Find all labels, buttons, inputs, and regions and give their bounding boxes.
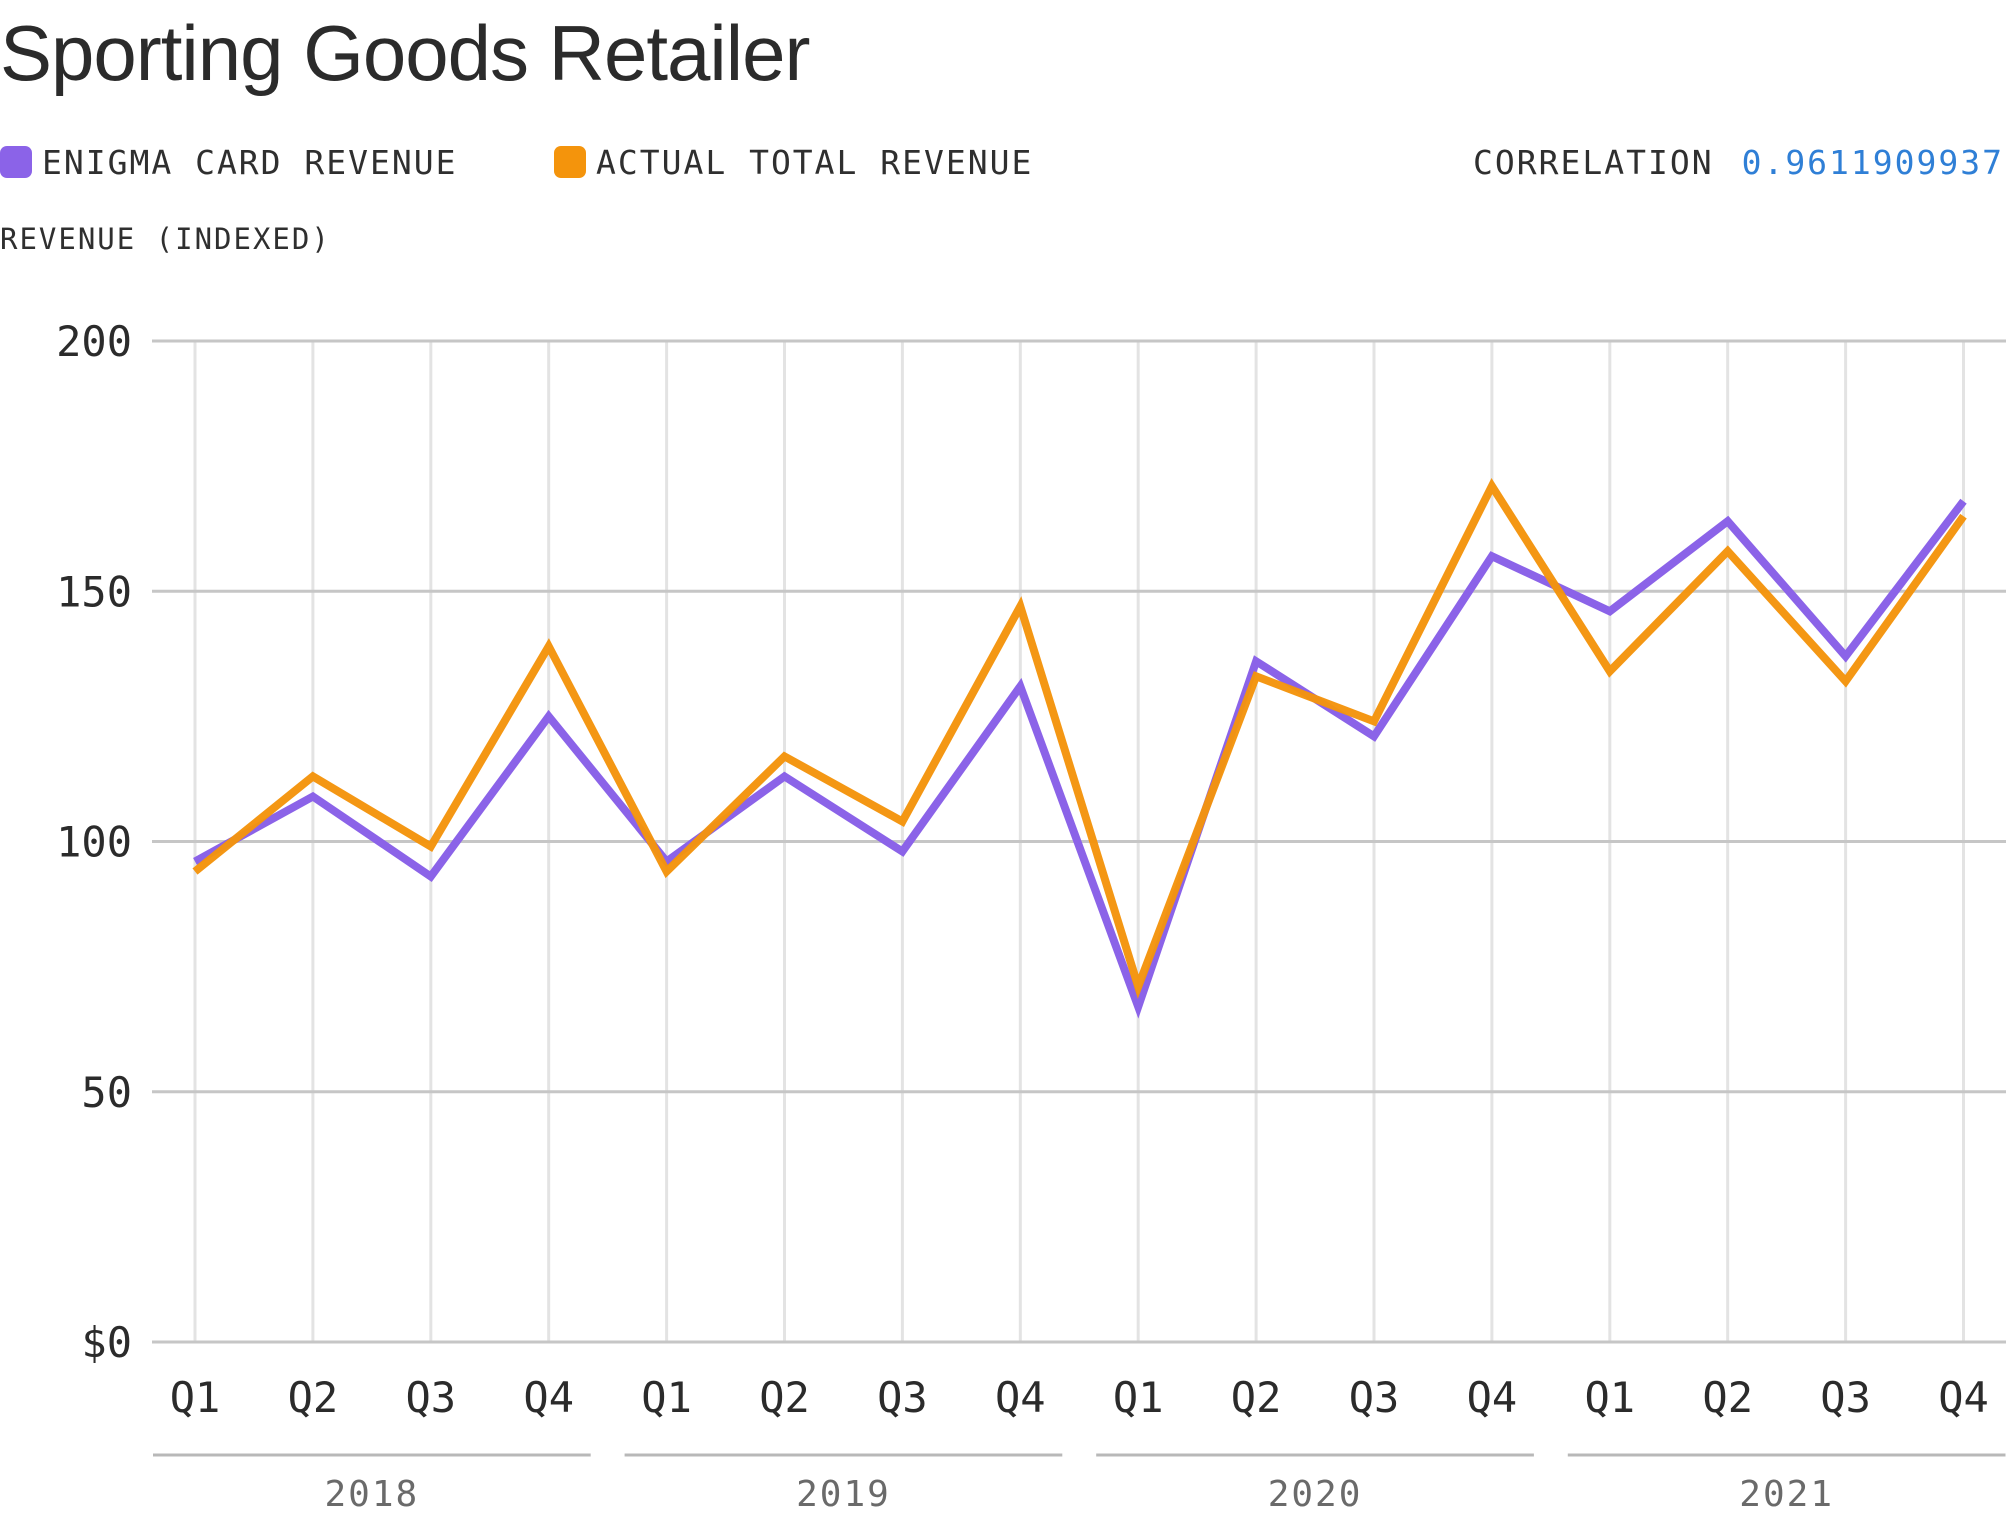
x-tick-label: Q2 — [759, 1373, 810, 1422]
legend-label-enigma: ENIGMA CARD REVENUE — [42, 142, 458, 182]
chart-title: Sporting Goods Retailer — [0, 9, 810, 97]
year-label: 2021 — [1739, 1474, 1834, 1515]
year-label: 2018 — [324, 1474, 419, 1515]
x-tick-label: Q4 — [523, 1373, 574, 1422]
x-tick-label: Q3 — [406, 1373, 457, 1422]
x-tick-label: Q4 — [995, 1373, 1046, 1422]
x-tick-label: Q1 — [641, 1373, 692, 1422]
legend-swatch-enigma — [0, 146, 32, 178]
correlation: CORRELATION 0.9611909937 — [1473, 140, 2004, 184]
year-label: 2019 — [796, 1474, 891, 1515]
series-line-enigma — [193, 498, 1967, 1019]
x-tick-label: Q4 — [1467, 1373, 1518, 1422]
x-tick-label: Q2 — [1231, 1373, 1282, 1422]
x-tick-label: Q3 — [1349, 1373, 1400, 1422]
x-tick-label: Q2 — [288, 1373, 339, 1422]
correlation-label: CORRELATION — [1473, 142, 1714, 182]
series-line-actual — [192, 477, 1967, 999]
x-tick-label: Q1 — [1585, 1373, 1636, 1422]
y-axis-title: REVENUE (INDEXED) — [0, 222, 331, 256]
year-label: 2020 — [1268, 1474, 1363, 1515]
y-tick-label: 150 — [56, 567, 132, 616]
x-tick-label: Q3 — [877, 1373, 928, 1422]
y-tick-label: 200 — [56, 317, 132, 366]
legend-item-enigma: ENIGMA CARD REVENUE — [0, 140, 458, 184]
y-tick-label: 100 — [56, 818, 132, 867]
x-tick-label: Q4 — [1938, 1373, 1989, 1422]
x-tick-label: Q3 — [1820, 1373, 1871, 1422]
x-tick-label: Q1 — [170, 1373, 221, 1422]
legend-swatch-actual — [554, 146, 586, 178]
x-tick-label: Q1 — [1113, 1373, 1164, 1422]
x-tick-label: Q2 — [1702, 1373, 1753, 1422]
legend-item-actual: ACTUAL TOTAL REVENUE — [554, 140, 1033, 184]
correlation-value: 0.9611909937 — [1741, 142, 2004, 182]
y-tick-label: 50 — [81, 1068, 132, 1117]
y-tick-label: $0 — [81, 1318, 132, 1367]
legend-label-actual: ACTUAL TOTAL REVENUE — [596, 142, 1034, 182]
